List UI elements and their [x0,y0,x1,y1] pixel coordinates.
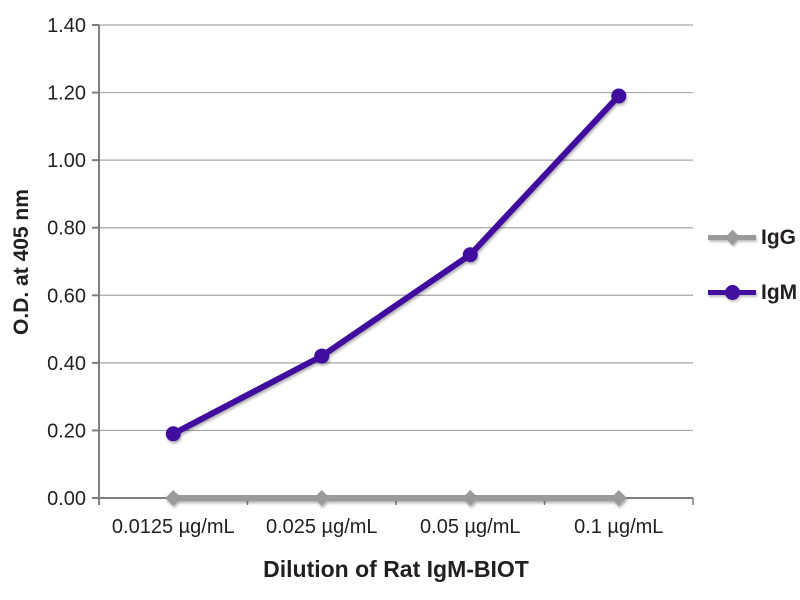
legend-label-igg: IgG [761,225,796,249]
svg-text:1.00: 1.00 [47,150,86,172]
svg-text:0.025 µg/mL: 0.025 µg/mL [266,516,378,538]
x-axis-title: Dilution of Rat IgM-BIOT [263,556,529,582]
svg-text:1.40: 1.40 [47,15,86,37]
svg-text:0.60: 0.60 [47,285,86,307]
legend-item-igm: IgM [708,279,797,305]
svg-text:0.80: 0.80 [47,218,86,240]
igg-series-swatch [708,228,756,246]
circle-marker-icon [724,284,740,300]
legend-item-igg: IgG [708,224,797,250]
svg-text:0.00: 0.00 [47,488,86,510]
svg-text:0.1 µg/mL: 0.1 µg/mL [574,516,663,538]
svg-text:0.05 µg/mL: 0.05 µg/mL [420,516,520,538]
igm-series-swatch [708,283,756,301]
svg-text:0.0125 µg/mL: 0.0125 µg/mL [112,516,235,538]
y-axis-title: O.D. at 405 nm [10,189,33,335]
svg-text:1.20: 1.20 [47,83,86,105]
svg-text:0.20: 0.20 [47,420,86,442]
legend-label-igm: IgM [761,280,798,304]
svg-text:0.40: 0.40 [47,353,86,375]
diamond-marker-icon [724,229,740,245]
chart-legend: IgG IgM [708,224,797,334]
